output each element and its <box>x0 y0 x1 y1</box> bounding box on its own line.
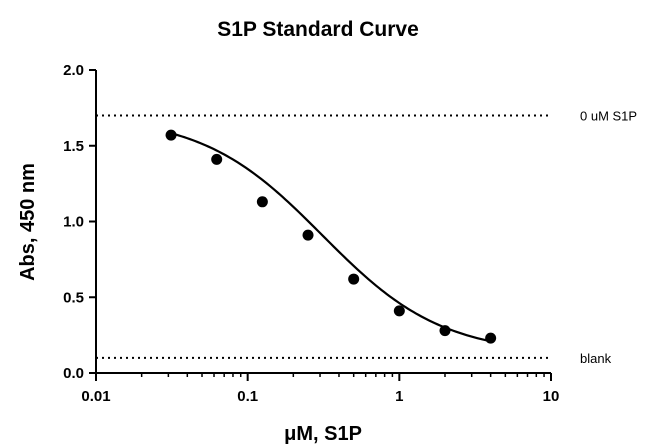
data-point <box>211 153 223 165</box>
x-tick-label: 1 <box>395 388 403 405</box>
data-point <box>302 229 314 241</box>
x-axis-title: μM, S1P <box>284 423 362 445</box>
y-tick-label: 1.0 <box>63 214 84 231</box>
data-point <box>393 305 405 317</box>
data-point <box>485 332 497 344</box>
y-tick-label: 2.0 <box>63 62 84 79</box>
fit-curve-layer <box>170 132 491 343</box>
reference-line-label: blank <box>580 351 612 366</box>
data-point <box>348 273 360 285</box>
reference-line-label: 0 uM S1P <box>580 108 637 123</box>
fit-curve <box>170 132 491 343</box>
axes: 0.0 0.5 1.0 1.5 2.0 0.01 0.1 1 10 <box>63 62 559 405</box>
data-point <box>256 196 268 208</box>
chart-title: S1P Standard Curve <box>217 18 419 41</box>
data-points <box>165 129 497 344</box>
data-point <box>439 325 451 337</box>
x-tick-label: 0.1 <box>237 388 258 405</box>
y-tick-label: 0.0 <box>63 365 84 382</box>
y-tick-label: 0.5 <box>63 289 84 306</box>
x-tick-label: 0.01 <box>81 388 110 405</box>
x-tick-label: 10 <box>543 388 560 405</box>
y-axis-title: Abs, 450 nm <box>17 163 39 281</box>
data-point <box>165 129 177 141</box>
y-tick-label: 1.5 <box>63 138 84 155</box>
reference-lines: 0 uM S1P blank <box>96 108 637 366</box>
